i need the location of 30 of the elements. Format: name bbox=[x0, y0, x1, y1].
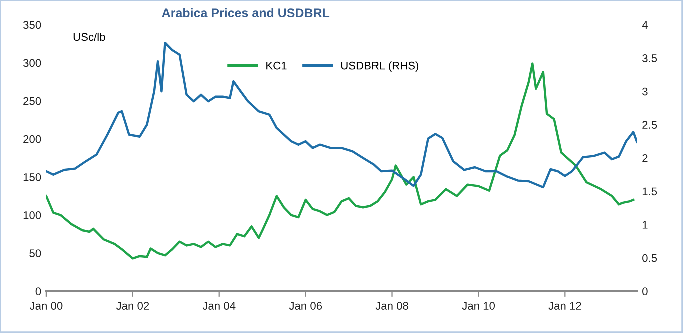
x-tick-label: Jan 04 bbox=[202, 302, 236, 310]
y-tick-label: 50 bbox=[30, 250, 42, 258]
y2-tick-label: 0 bbox=[642, 288, 648, 296]
y2-tick-label: 4 bbox=[642, 21, 648, 29]
y2-tick-label: 2 bbox=[642, 154, 648, 162]
y2-tick-label: 0.5 bbox=[642, 254, 658, 262]
line-series bbox=[46, 62, 635, 260]
legend-label: USDBRL (RHS) bbox=[341, 62, 419, 72]
x-tick-label: Jan 00 bbox=[30, 302, 63, 310]
y2-tick-label: 3.5 bbox=[642, 54, 658, 62]
legend-label: KC1 bbox=[266, 62, 287, 70]
line-series bbox=[46, 42, 638, 189]
y2-tick-label: 3 bbox=[642, 88, 648, 96]
x-tick-label: Jan 02 bbox=[116, 302, 150, 310]
y-tick-label: 300 bbox=[23, 59, 42, 68]
chart-title: Arabica Prices and USDBRL bbox=[162, 8, 330, 18]
y-tick-label: 200 bbox=[24, 135, 42, 144]
x-tick-label: Jan 08 bbox=[376, 302, 408, 310]
y-tick-label: 0 bbox=[36, 288, 42, 296]
y2-tick-label: 1.5 bbox=[642, 188, 658, 196]
y2-tick-label: 2.5 bbox=[642, 121, 658, 130]
y-tick-label: 250 bbox=[24, 97, 42, 106]
y-tick-label: 100 bbox=[24, 212, 42, 220]
x-tick-label: Jan 10 bbox=[462, 302, 496, 310]
y-tick-label: 350 bbox=[23, 21, 42, 30]
y-tick-label: 150 bbox=[24, 173, 42, 182]
x-tick-label: Jan 12 bbox=[548, 302, 582, 310]
x-tick-label: Jan 06 bbox=[289, 302, 322, 310]
y2-tick-label: 1 bbox=[642, 221, 648, 229]
y-axis-title: USc/lb bbox=[74, 32, 106, 42]
